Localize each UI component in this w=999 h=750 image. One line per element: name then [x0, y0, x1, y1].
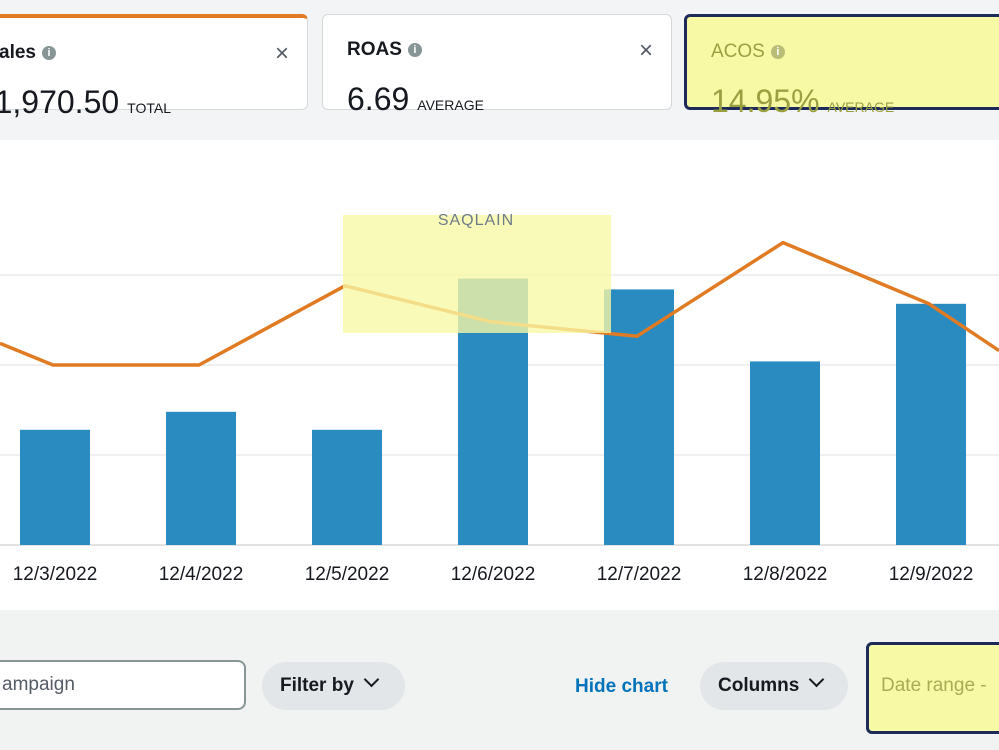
watermark-text: SAQLAIN [438, 212, 514, 229]
chevron-down-icon [809, 671, 825, 688]
tick-label-1: 12/4/2022 [159, 564, 244, 585]
info-icon[interactable]: i [41, 46, 56, 60]
bar-12/5/2022 [312, 429, 382, 545]
tick-label-3: 12/6/2022 [451, 564, 536, 585]
tick-label-5: 12/8/2022 [743, 564, 828, 585]
bar-12/4/2022 [166, 411, 236, 545]
bar-12/9/2022 [896, 303, 966, 545]
tick-label-0: 12/3/2022 [13, 564, 98, 585]
date-range-button[interactable]: Date range - [866, 642, 999, 734]
highlight-overlay [343, 215, 611, 333]
tick-label-2: 12/5/2022 [305, 564, 390, 585]
hide-chart-link[interactable]: Hide chart [575, 676, 668, 697]
metric-label-sales: ales [0, 42, 36, 63]
columns-label: Columns [718, 675, 800, 696]
close-icon[interactable]: × [274, 40, 289, 67]
metric-card-roas[interactable]: ROAS i × 6.69 AVERAGE [322, 14, 672, 117]
filter-by-button[interactable]: Filter by [262, 662, 405, 710]
bar-12/8/2022 [750, 361, 820, 545]
metric-label-roas: ROAS [347, 39, 402, 60]
metric-card-acos[interactable]: ACOS i 14.95% AVERAGE [684, 14, 999, 119]
tick-label-4: 12/7/2022 [597, 564, 682, 585]
bar-12/7/2022 [604, 289, 674, 545]
metric-value-sales: 541,970.50 [0, 84, 120, 120]
info-icon[interactable]: i [770, 45, 785, 59]
bar-12/3/2022 [20, 429, 90, 545]
search-input[interactable]: ampaign [0, 660, 246, 710]
filter-by-label: Filter by [280, 675, 354, 696]
metric-label-acos: ACOS [711, 41, 765, 62]
performance-chart: 12/3/2022 12/4/2022 12/5/2022 12/6/2022 12/7… [0, 212, 999, 585]
metric-kind-roas: AVERAGE [417, 97, 484, 113]
metric-kind-acos: AVERAGE [827, 99, 895, 115]
metric-value-roas: 6.69 [347, 81, 410, 117]
metric-value-acos: 14.95% [711, 83, 820, 119]
info-icon[interactable]: i [407, 43, 422, 57]
chart-panel: 12/3/2022 12/4/2022 12/5/2022 12/6/2022 12/7… [0, 140, 999, 610]
close-icon[interactable]: × [638, 37, 653, 64]
tick-label-6: 12/9/2022 [889, 564, 974, 585]
columns-button[interactable]: Columns [700, 662, 848, 710]
metric-kind-sales: TOTAL [127, 100, 171, 116]
chevron-down-icon [363, 671, 380, 688]
